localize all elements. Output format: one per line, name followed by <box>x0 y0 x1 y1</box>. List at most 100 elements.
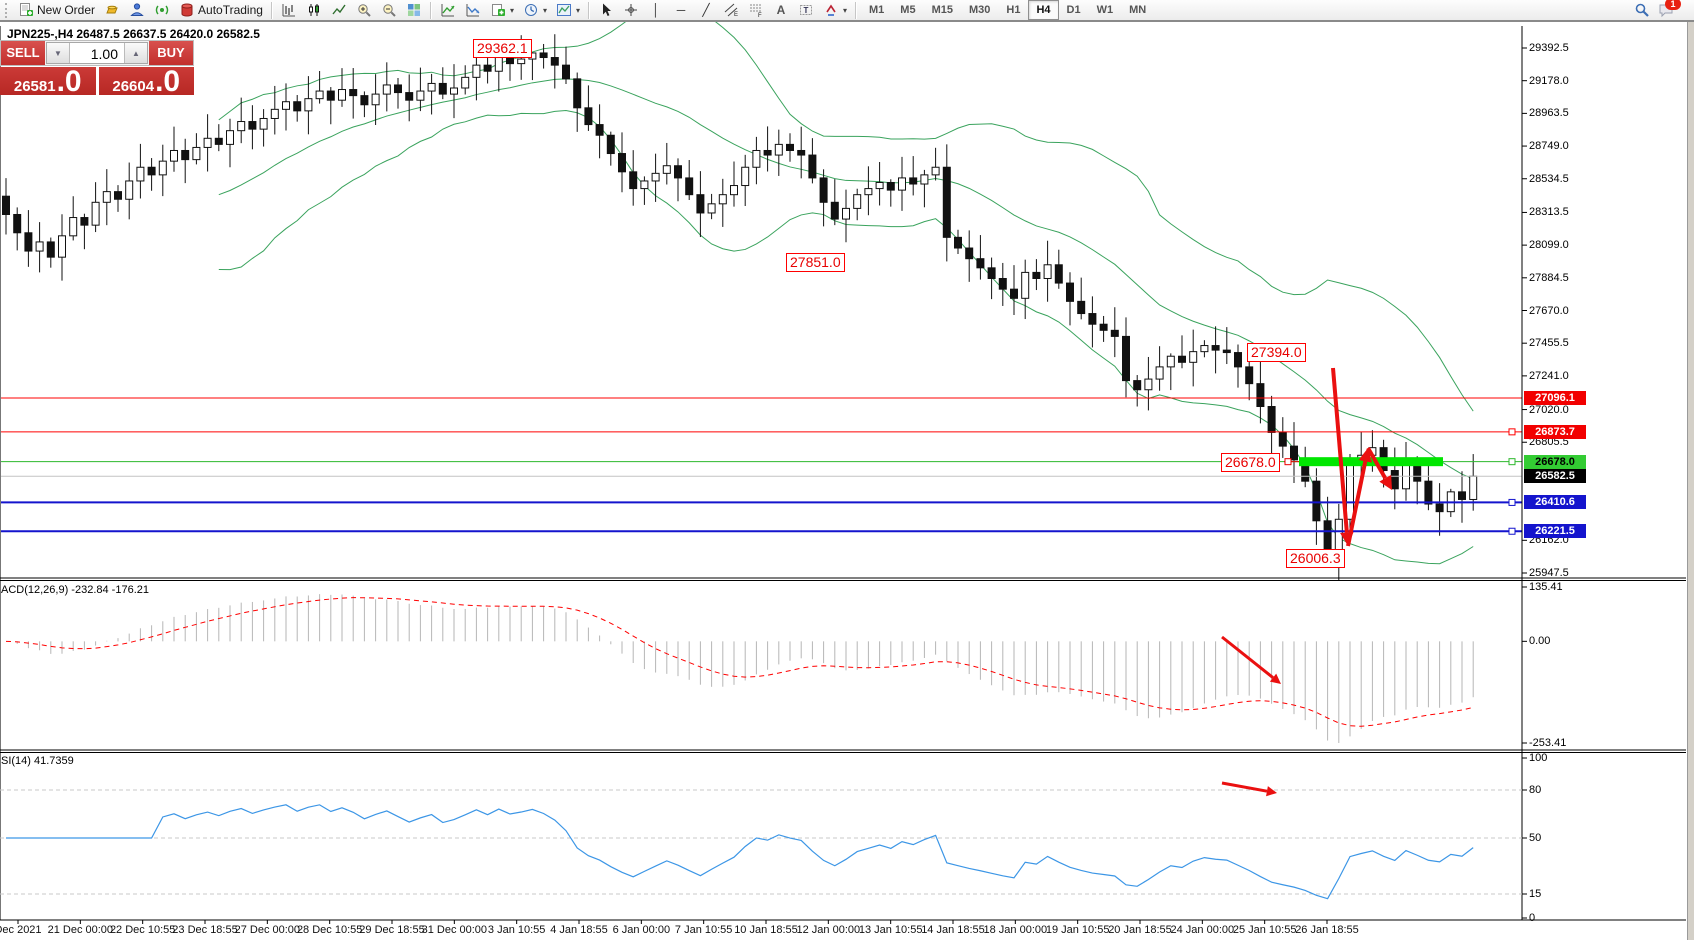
trend-arrow[interactable] <box>1221 781 1268 793</box>
support-button[interactable] <box>125 0 149 21</box>
trendline-button[interactable]: ╱ <box>694 0 718 21</box>
volume-increase-button[interactable]: ▲ <box>124 43 147 63</box>
candle-bearish <box>46 241 55 258</box>
trend-arrow[interactable] <box>1221 635 1274 679</box>
timeframe-M15[interactable]: M15 <box>931 4 953 16</box>
callout-handle[interactable] <box>1284 458 1292 466</box>
vertical-line-button[interactable]: │ <box>644 0 668 21</box>
hline-handle[interactable] <box>1508 498 1516 506</box>
periods-dropdown[interactable]: ▾ <box>519 0 551 21</box>
candle-bearish <box>942 166 951 238</box>
zoom-out-button[interactable] <box>377 0 401 21</box>
sell-price: 26581 <box>13 78 56 95</box>
candle-bearish <box>550 57 559 66</box>
timeframe-M30[interactable]: M30 <box>968 4 991 16</box>
candle-bearish <box>573 78 582 109</box>
line-chart-button[interactable] <box>327 0 351 21</box>
text-label-button[interactable]: T <box>794 0 818 21</box>
trend-arrow[interactable] <box>1346 460 1368 547</box>
price-axis-label: 28099.0 <box>1529 239 1569 252</box>
text-button[interactable]: A <box>769 0 793 21</box>
timeframe-H1[interactable]: H1 <box>1006 4 1021 16</box>
candle-bearish <box>674 165 682 179</box>
candle-bearish <box>1234 352 1242 368</box>
price-axis-label: 26805.5 <box>1529 436 1569 449</box>
toolbar-grip[interactable] <box>5 2 10 18</box>
candle-bearish <box>24 232 33 252</box>
time-axis-label: 4 Jan 18:55 <box>550 924 608 936</box>
price-callout-27851.0[interactable]: 27851.0 <box>786 253 845 272</box>
candle-bearish <box>114 191 122 200</box>
hline-handle[interactable] <box>1508 458 1516 466</box>
hline-handle[interactable] <box>1508 527 1516 535</box>
time-axis-label: 13 Jan 10:55 <box>858 924 923 936</box>
price-badge-26410.6: 26410.6 <box>1524 495 1586 510</box>
indicator-window-button[interactable] <box>461 0 485 21</box>
equidistant-channel-button[interactable]: E <box>719 0 743 21</box>
candle-bullish <box>842 207 850 220</box>
price-callout-26006.3[interactable]: 26006.3 <box>1286 549 1345 568</box>
toolbar-right-group: 1 <box>1634 0 1688 18</box>
annotation-arrows[interactable] <box>1221 367 1392 797</box>
autotrading-button[interactable]: AutoTrading <box>175 0 267 21</box>
buy-price-box[interactable]: 26604 .0 <box>98 67 194 97</box>
notifications-button[interactable]: 1 <box>1658 0 1681 18</box>
crosshair-button[interactable] <box>619 0 643 21</box>
sell-price-box[interactable]: 26581 .0 <box>0 67 96 97</box>
buy-button[interactable]: BUY <box>149 41 193 65</box>
timeframe-M1[interactable]: M1 <box>869 4 885 16</box>
horizontal-line-icon: ─ <box>676 3 686 17</box>
price-badge-26582.5: 26582.5 <box>1524 469 1586 484</box>
horizontal-line-button[interactable]: ─ <box>669 0 693 21</box>
cursor-button[interactable] <box>594 0 618 21</box>
timeframe-D1[interactable]: D1 <box>1066 4 1081 16</box>
volume-input[interactable]: 1.00 <box>90 46 118 62</box>
candle-bearish <box>696 194 705 214</box>
time-axis-label: 14 Jan 18:55 <box>921 924 985 936</box>
candlestick-chart-button[interactable] <box>302 0 326 21</box>
timeframe-W1[interactable]: W1 <box>1096 4 1114 16</box>
new-order-button[interactable]: New Order <box>14 0 99 21</box>
candle-bearish <box>976 258 985 269</box>
chart-ohlc-title: JPN225-,H4 26487.5 26637.5 26420.0 26582… <box>7 27 260 41</box>
window-right-border <box>1687 22 1694 940</box>
candle-bullish <box>774 143 783 156</box>
candle-bearish <box>506 57 514 65</box>
hline-handle[interactable] <box>1508 428 1516 436</box>
bar-chart-button[interactable] <box>277 0 301 21</box>
trend-arrow[interactable] <box>1366 447 1387 480</box>
volume-decrease-button[interactable]: ▼ <box>47 43 70 63</box>
templates-dropdown[interactable]: ▾ <box>552 0 584 21</box>
signals-button[interactable] <box>150 0 174 21</box>
rsi-axis-label: 0 <box>1529 912 1536 924</box>
price-badge-26873.7: 26873.7 <box>1524 424 1586 439</box>
trend-arrow[interactable] <box>1331 367 1349 533</box>
candle-bearish <box>763 149 772 156</box>
rsi-axis-label: 50 <box>1529 832 1542 844</box>
candle-bullish <box>282 101 290 110</box>
price-callout-29362.1[interactable]: 29362.1 <box>473 39 532 58</box>
deposit-button[interactable] <box>100 0 124 21</box>
search-icon[interactable] <box>1634 2 1650 18</box>
timeframe-H4[interactable]: H4 <box>1028 0 1059 20</box>
macd-axis-label: -253.41 <box>1529 737 1567 749</box>
candle-bearish <box>1245 366 1254 385</box>
fibonacci-button[interactable]: F <box>744 0 768 21</box>
new-indicator-button[interactable] <box>436 0 460 21</box>
time-axis-label: 10 Jan 18:55 <box>734 924 798 936</box>
time-axis-label: 6 Jan 00:00 <box>612 924 671 936</box>
price-callout-26678.0[interactable]: 26678.0 <box>1221 453 1280 472</box>
zoom-in-button[interactable] <box>352 0 376 21</box>
candle-bearish <box>1267 406 1276 433</box>
tile-windows-button[interactable] <box>402 0 426 21</box>
sell-button[interactable]: SELL <box>1 41 45 65</box>
add-indicator-dropdown[interactable]: ▾ <box>486 0 518 21</box>
timeframe-M5[interactable]: M5 <box>900 4 916 16</box>
timeframe-MN[interactable]: MN <box>1129 4 1147 16</box>
price-badge-27096.1: 27096.1 <box>1524 390 1586 405</box>
chart-canvas[interactable] <box>0 22 1694 940</box>
time-axis-label: 19 Jan 10:55 <box>1045 924 1110 936</box>
price-callout-27394.0[interactable]: 27394.0 <box>1247 343 1306 362</box>
arrows-dropdown[interactable]: ▾ <box>819 0 851 21</box>
candle-bearish <box>606 134 615 155</box>
